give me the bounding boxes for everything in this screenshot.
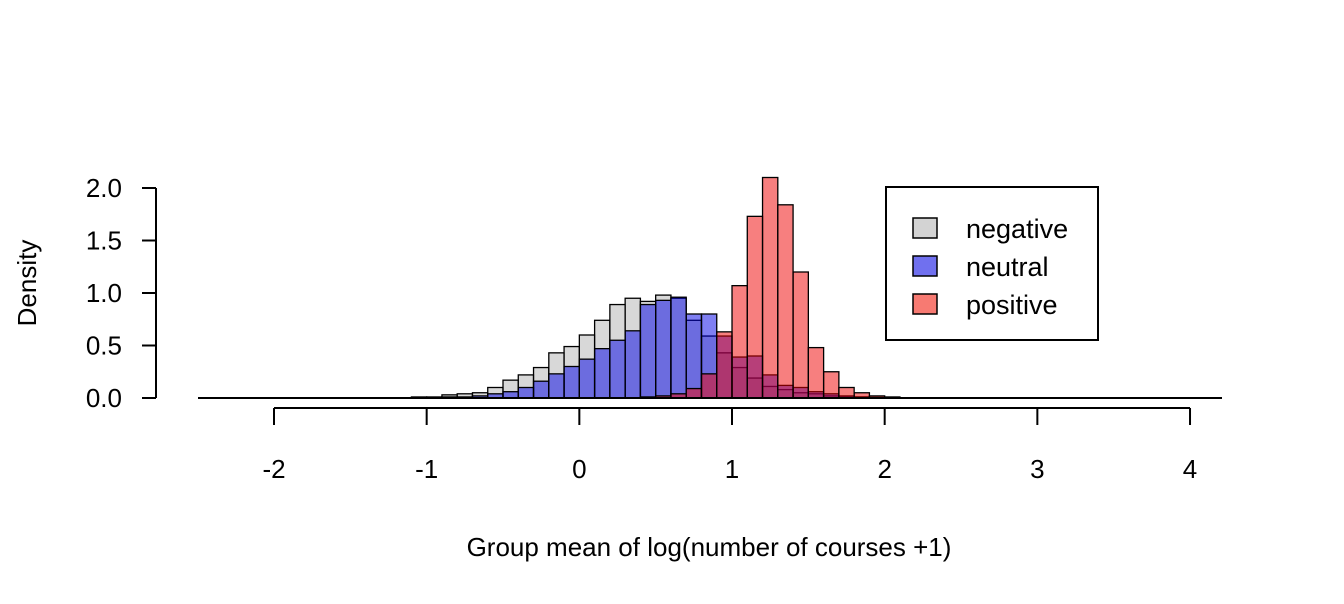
positive-bar xyxy=(792,271,810,399)
y-tick-label: 2.0 xyxy=(86,173,122,203)
positive-bar xyxy=(731,284,748,399)
positive-bar xyxy=(685,387,703,399)
neutral-bar xyxy=(670,296,687,399)
x-tick-label: 1 xyxy=(725,454,739,484)
neutral-bar xyxy=(517,386,535,399)
legend: negative neutral positive xyxy=(885,186,1099,341)
neutral-bar xyxy=(685,313,703,399)
neutral-legend-swatch xyxy=(912,255,938,277)
x-tick-label: -2 xyxy=(262,454,285,484)
legend-label: negative xyxy=(966,214,1068,244)
neutral-bar xyxy=(548,373,565,399)
y-tick-label: 0.5 xyxy=(86,331,122,361)
neutral-bar xyxy=(624,330,642,399)
neutral-bar xyxy=(593,347,611,399)
y-axis-label: Density xyxy=(12,240,42,327)
neutral-bar xyxy=(578,358,596,399)
positive-legend-swatch xyxy=(912,293,938,315)
neutral-bar xyxy=(609,339,626,399)
legend-label: positive xyxy=(966,290,1058,320)
x-tick-label: 4 xyxy=(1183,454,1197,484)
neutral-bar xyxy=(532,380,550,399)
positive-bar xyxy=(746,215,764,399)
y-axis: 0.0 0.5 1.0 1.5 2.0 xyxy=(86,173,157,413)
positive-bar xyxy=(838,386,855,399)
bars-layer xyxy=(410,176,901,399)
y-tick-label: 1.0 xyxy=(86,278,122,308)
x-tick-label: 3 xyxy=(1030,454,1044,484)
positive-bar xyxy=(807,346,825,399)
legend-entries: negative neutral positive xyxy=(912,214,1068,320)
y-tick-label: 1.5 xyxy=(86,226,122,256)
neutral-bar xyxy=(563,365,580,399)
x-tick-label: 0 xyxy=(572,454,586,484)
x-axis-label: Group mean of log(number of courses +1) xyxy=(467,532,952,562)
positive-bar xyxy=(777,204,794,399)
legend-label: neutral xyxy=(966,252,1049,282)
negative-legend-swatch xyxy=(912,217,938,239)
positive-bar xyxy=(822,371,840,399)
neutral-bar xyxy=(639,303,657,399)
neutral-bar xyxy=(655,299,672,399)
positive-bar xyxy=(716,331,733,399)
x-tick-label: 2 xyxy=(877,454,891,484)
y-tick-label: 0.0 xyxy=(86,383,122,413)
x-tick-label: -1 xyxy=(415,454,438,484)
positive-bar xyxy=(761,176,779,399)
x-axis: -2 -1 0 1 2 3 4 xyxy=(262,407,1197,484)
positive-bar xyxy=(700,373,718,399)
